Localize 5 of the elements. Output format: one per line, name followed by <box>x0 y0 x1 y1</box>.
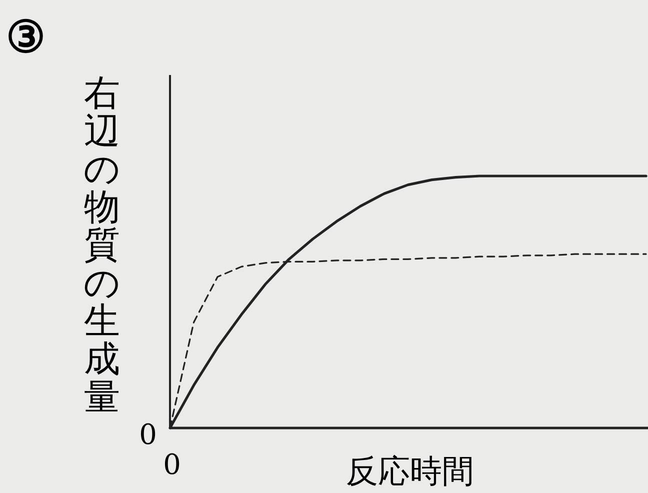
text: 0 <box>139 418 157 451</box>
text: 0 <box>163 448 181 481</box>
x-axis-title: 反応時間 <box>346 452 474 490</box>
chart-title: ③ <box>6 12 45 63</box>
text: 右辺の物質の生成量 <box>84 73 120 418</box>
